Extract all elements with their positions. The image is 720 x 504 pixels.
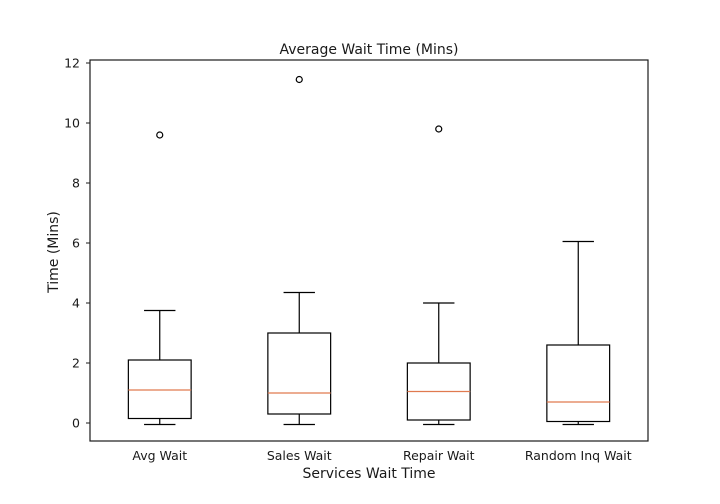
chart-title: Average Wait Time (Mins)	[279, 42, 458, 58]
boxes-group	[127, 75, 611, 426]
outlier-point	[156, 131, 164, 139]
y-tick-label: 4	[72, 296, 80, 311]
plot-frame	[89, 59, 649, 442]
x-tick-label: Repair Wait	[403, 448, 475, 463]
y-tick-label: 6	[72, 236, 80, 251]
y-tick-label: 2	[72, 356, 80, 371]
y-tick-label: 10	[64, 116, 80, 131]
y-axis-label: Time (Mins)	[46, 211, 62, 294]
box-rect	[267, 332, 332, 415]
y-tick-label: 0	[72, 416, 80, 431]
box-rect	[127, 359, 192, 420]
box-rect	[546, 344, 611, 423]
box-4	[546, 240, 611, 426]
x-tick-label: Sales Wait	[267, 448, 332, 463]
outlier-point	[435, 125, 443, 133]
x-tick-label: Random Inq Wait	[525, 448, 632, 463]
x-axis-label: Services Wait Time	[302, 466, 435, 482]
box-3	[406, 125, 471, 426]
x-axis: Avg Wait Sales Wait Repair Wait Random Inq …	[132, 448, 631, 463]
box-1	[127, 131, 192, 426]
outlier-point	[295, 75, 303, 84]
y-tick-label: 8	[72, 176, 80, 191]
box-2	[267, 75, 332, 426]
y-axis: 0 2 4 6 8 10 12	[64, 56, 90, 431]
x-tick-label: Avg Wait	[132, 448, 187, 463]
y-tick-label: 12	[64, 56, 80, 71]
